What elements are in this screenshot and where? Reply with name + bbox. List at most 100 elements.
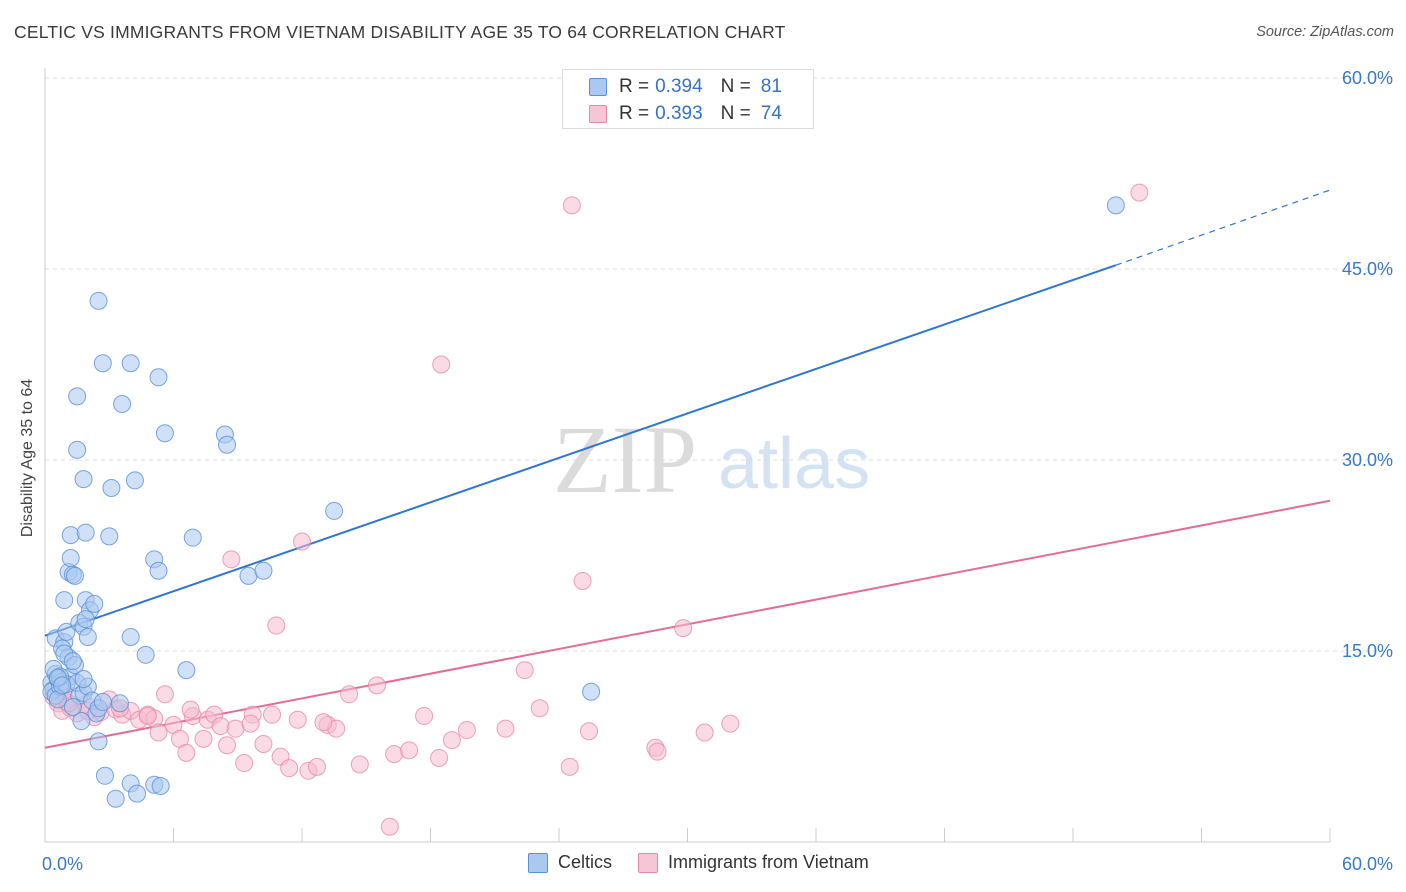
legend-item-celtics[interactable]: Celtics — [528, 852, 612, 873]
vietnam-point — [222, 550, 241, 569]
celtics-points — [42, 196, 1125, 808]
celtics-point — [68, 387, 87, 406]
celtics-point — [93, 692, 112, 711]
celtics-point — [254, 561, 273, 580]
vietnam-point — [648, 742, 667, 761]
celtics-point — [151, 776, 170, 795]
legend-item-vietnam[interactable]: Immigrants from Vietnam — [638, 852, 869, 873]
celtics-point — [76, 523, 95, 542]
celtics-point — [95, 766, 114, 785]
celtics-point — [74, 670, 93, 689]
vietnam-point — [211, 717, 230, 736]
vietnam-point — [515, 661, 534, 680]
celtics-trend-extension — [1115, 189, 1331, 266]
y-tick-label: 45.0% — [1342, 259, 1393, 279]
celtics-point — [53, 676, 72, 695]
n-label: N = — [720, 103, 751, 124]
vietnam-point — [432, 355, 451, 374]
tick-labels: 15.0% 30.0% 45.0% 60.0% 0.0% 60.0% — [42, 68, 1393, 874]
celtics-point — [121, 627, 140, 646]
vietnam-point — [293, 532, 311, 551]
vietnam-point — [442, 731, 461, 750]
celtics-point — [65, 566, 84, 585]
n-value: 74 — [760, 103, 782, 124]
n-label: N = — [720, 76, 751, 97]
x-tick-label-max: 60.0% — [1342, 854, 1393, 874]
celtics-point — [128, 784, 147, 803]
vietnam-point — [530, 699, 549, 718]
celtics-point — [177, 661, 196, 680]
vietnam-point — [155, 685, 174, 704]
vietnam-point — [562, 196, 581, 215]
celtics-point — [325, 501, 344, 520]
watermark: ZIP atlas — [553, 406, 870, 513]
celtics-point — [89, 291, 108, 310]
vietnam-point — [288, 710, 307, 729]
celtics-point — [61, 526, 80, 545]
vietnam-point — [280, 759, 299, 778]
y-axis-label: Disability Age 35 to 64 — [19, 378, 36, 538]
y-tick-label: 30.0% — [1342, 450, 1393, 470]
celtics-point — [100, 527, 119, 546]
celtics-point — [218, 435, 237, 454]
celtics-point — [110, 694, 129, 713]
celtics-trend-line — [44, 264, 1117, 637]
vietnam-point — [177, 743, 196, 762]
vietnam-swatch — [589, 105, 607, 123]
celtics-point — [57, 622, 76, 641]
vietnam-point — [235, 754, 254, 773]
vietnam-point — [267, 616, 286, 635]
r-value: 0.394 — [655, 76, 703, 97]
celtics-point — [63, 698, 82, 717]
celtics-swatch — [589, 78, 607, 96]
vietnam-point — [241, 714, 260, 733]
legend-label-celtics: Celtics — [558, 852, 613, 872]
celtics-point — [1106, 196, 1125, 215]
celtics-point — [149, 368, 168, 387]
vietnam-point — [385, 745, 404, 764]
legend-label-vietnam: Immigrants from Vietnam — [668, 852, 869, 872]
vietnam-point — [254, 734, 273, 753]
vietnam-point — [138, 706, 157, 725]
y-tick-label: 15.0% — [1342, 641, 1393, 661]
celtics-point — [78, 627, 97, 646]
vietnam-point — [380, 817, 399, 836]
celtics-legend-swatch — [528, 852, 548, 873]
celtics-point — [72, 712, 91, 731]
vietnam-point — [340, 685, 359, 704]
vietnam-point — [579, 722, 598, 741]
celtics-point — [74, 470, 93, 489]
celtics-point — [239, 566, 258, 585]
vietnam-point — [307, 757, 326, 776]
axes — [44, 68, 1331, 843]
stats-box: R = 0.394 N = 81 R = 0.393 N = 74 — [562, 69, 814, 129]
source-label: Source: ZipAtlas.com — [1256, 24, 1394, 40]
vietnam-point — [181, 700, 200, 719]
vietnam-point — [314, 713, 333, 732]
celtics-point — [113, 394, 132, 413]
watermark-zip: ZIP — [553, 406, 697, 513]
x-tick-label-min: 0.0% — [42, 854, 83, 874]
celtics-point — [55, 591, 74, 610]
vietnam-point — [149, 723, 168, 742]
vietnam-point — [415, 706, 434, 725]
celtics-point — [63, 652, 82, 671]
stats-row-celtics: R = 0.394 N = 81 — [563, 74, 782, 100]
vietnam-point — [457, 720, 476, 739]
vietnam-point — [573, 571, 592, 590]
vietnam-point — [400, 741, 419, 760]
celtics-point — [155, 424, 174, 443]
vietnam-legend-swatch — [638, 852, 659, 873]
vietnam-point — [263, 705, 282, 724]
vietnam-point — [560, 757, 579, 776]
celtics-point — [68, 440, 87, 459]
celtics-point — [93, 354, 112, 373]
celtics-point — [136, 645, 155, 664]
celtics-point — [89, 732, 108, 751]
r-label: R = — [619, 103, 650, 124]
vietnam-point — [1130, 183, 1149, 202]
celtics-point — [76, 610, 95, 629]
celtics-point — [102, 479, 121, 498]
r-value: 0.393 — [655, 103, 703, 124]
